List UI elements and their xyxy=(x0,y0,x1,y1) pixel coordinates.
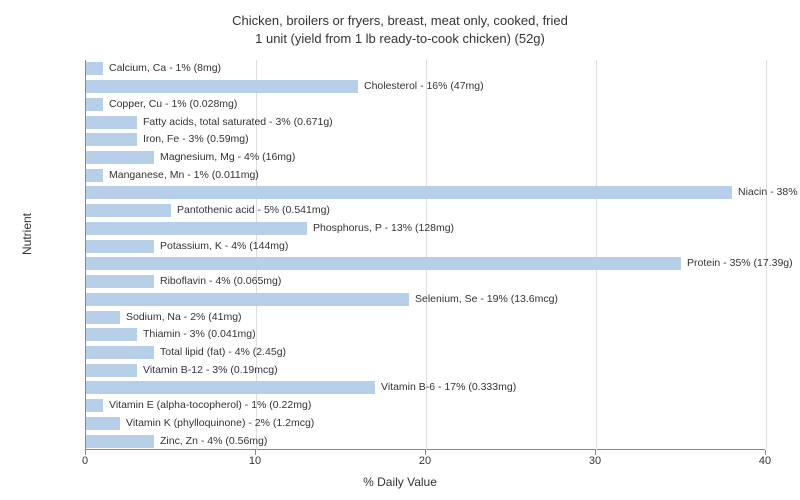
nutrient-bar xyxy=(86,151,154,164)
nutrient-label: Copper, Cu - 1% (0.028mg) xyxy=(109,98,237,111)
nutrient-label: Protein - 35% (17.39g) xyxy=(687,257,793,270)
chart-title: Chicken, broilers or fryers, breast, mea… xyxy=(0,12,800,47)
nutrient-bar xyxy=(86,399,103,412)
nutrient-label: Cholesterol - 16% (47mg) xyxy=(364,80,484,93)
nutrient-label: Phosphorus, P - 13% (128mg) xyxy=(313,222,454,235)
x-tick-label: 30 xyxy=(575,455,615,467)
nutrient-bar xyxy=(86,98,103,111)
nutrient-label: Total lipid (fat) - 4% (2.45g) xyxy=(160,346,286,359)
nutrient-label: Vitamin E (alpha-tocopherol) - 1% (0.22m… xyxy=(109,399,311,412)
nutrient-label: Potassium, K - 4% (144mg) xyxy=(160,240,288,253)
x-tick-label: 20 xyxy=(405,455,445,467)
nutrient-label: Niacin - 38% (7.687mg) xyxy=(738,186,800,199)
nutrient-bar xyxy=(86,133,137,146)
nutrient-bar xyxy=(86,169,103,182)
nutrient-label: Manganese, Mn - 1% (0.011mg) xyxy=(109,169,259,182)
nutrient-bar xyxy=(86,80,358,93)
nutrient-label: Iron, Fe - 3% (0.59mg) xyxy=(143,133,249,146)
nutrient-label: Vitamin K (phylloquinone) - 2% (1.2mcg) xyxy=(126,417,314,430)
nutrient-label: Thiamin - 3% (0.041mg) xyxy=(143,328,256,341)
title-line-1: Chicken, broilers or fryers, breast, mea… xyxy=(232,13,568,28)
nutrient-label: Zinc, Zn - 4% (0.56mg) xyxy=(160,435,267,448)
x-tick-label: 10 xyxy=(235,455,275,467)
nutrient-bar xyxy=(86,116,137,129)
nutrient-label: Selenium, Se - 19% (13.6mcg) xyxy=(415,293,558,306)
x-tick-label: 40 xyxy=(745,455,785,467)
nutrient-bar xyxy=(86,62,103,75)
nutrient-bar xyxy=(86,364,137,377)
nutrient-bar xyxy=(86,346,154,359)
nutrient-label: Pantothenic acid - 5% (0.541mg) xyxy=(177,204,330,217)
nutrient-bar xyxy=(86,204,171,217)
nutrient-label: Sodium, Na - 2% (41mg) xyxy=(126,311,242,324)
nutrient-label: Riboflavin - 4% (0.065mg) xyxy=(160,275,281,288)
x-tick-label: 0 xyxy=(65,455,105,467)
gridline xyxy=(596,60,597,450)
nutrient-bar xyxy=(86,435,154,448)
title-line-2: 1 unit (yield from 1 lb ready-to-cook ch… xyxy=(255,31,545,46)
nutrient-label: Fatty acids, total saturated - 3% (0.671… xyxy=(143,116,333,129)
gridline xyxy=(766,60,767,450)
nutrient-label: Vitamin B-6 - 17% (0.333mg) xyxy=(381,381,516,394)
nutrient-bar xyxy=(86,293,409,306)
nutrient-bar xyxy=(86,328,137,341)
nutrient-chart: Chicken, broilers or fryers, breast, mea… xyxy=(0,0,800,500)
plot-area: Calcium, Ca - 1% (8mg) Cholesterol - 16% … xyxy=(85,60,765,450)
nutrient-bar xyxy=(86,311,120,324)
y-axis-label: Nutrient xyxy=(20,213,34,255)
x-axis-label: % Daily Value xyxy=(0,475,800,489)
nutrient-bar xyxy=(86,186,732,199)
nutrient-bar xyxy=(86,257,681,270)
nutrient-bar xyxy=(86,275,154,288)
nutrient-bar xyxy=(86,417,120,430)
nutrient-label: Calcium, Ca - 1% (8mg) xyxy=(109,62,221,75)
nutrient-label: Magnesium, Mg - 4% (16mg) xyxy=(160,151,295,164)
nutrient-label: Vitamin B-12 - 3% (0.19mcg) xyxy=(143,364,278,377)
nutrient-bar xyxy=(86,381,375,394)
nutrient-bar xyxy=(86,222,307,235)
nutrient-bar xyxy=(86,240,154,253)
